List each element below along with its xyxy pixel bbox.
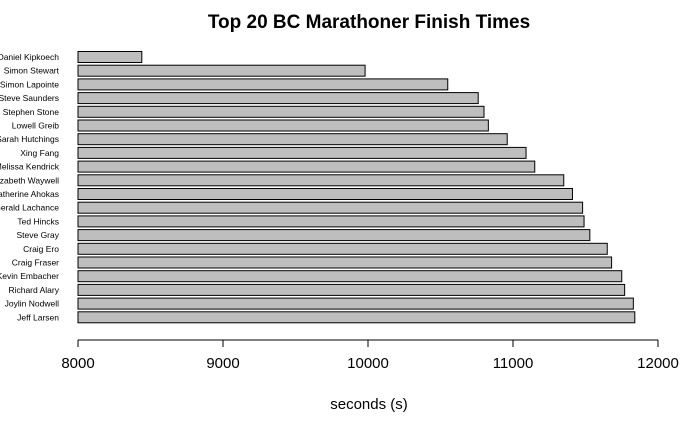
category-label: Steve Saunders <box>0 93 59 103</box>
bar-kevin-embacher <box>77 270 623 283</box>
bar-joylin-nodwell <box>77 297 634 310</box>
category-label: Jeff Larsen <box>17 312 59 322</box>
category-label: Katherine Ahokas <box>0 189 59 199</box>
category-labels: Daniel Kipkoech Simon Stewart Simon Lapoin… <box>0 52 60 322</box>
category-label: Joylin Nodwell <box>5 299 59 309</box>
category-label: Daniel Kipkoech <box>0 52 59 62</box>
bar-melissa-kendrick <box>77 160 536 173</box>
bar-richard-alary <box>77 283 626 296</box>
category-label: Elizabeth Waywell <box>0 175 59 185</box>
x-tick-label: 11000 <box>493 355 534 372</box>
category-label: Simon Stewart <box>4 66 60 76</box>
bar-stephen-stone <box>77 105 485 118</box>
bar-craig-ero <box>77 242 608 255</box>
bar-jeff-larsen <box>77 311 636 324</box>
category-label: Melissa Kendrick <box>0 162 60 172</box>
category-label: Craig Ero <box>23 244 59 254</box>
x-axis-label: seconds (s) <box>330 396 408 413</box>
bar-craig-fraser <box>77 256 613 269</box>
bar-steve-gray <box>77 229 591 242</box>
category-label: Craig Fraser <box>12 258 59 268</box>
bar-xing-fang <box>77 146 527 159</box>
category-label: Gerald Lachance <box>0 203 59 213</box>
bar-katherine-ahokas <box>77 188 573 200</box>
x-tick-label: 10000 <box>347 355 389 372</box>
category-label: Ted Hincks <box>17 216 59 226</box>
x-tick-label: 9000 <box>206 355 239 372</box>
bar-simon-stewart <box>77 64 366 77</box>
x-axis: 8000 9000 10000 11000 12000 <box>61 339 679 372</box>
bar-steve-saunders <box>77 92 479 105</box>
bar-gerald-lachance <box>77 201 584 214</box>
x-tick-label: 12000 <box>637 355 679 372</box>
bar-lowell-greib <box>77 119 489 132</box>
bars <box>77 51 636 324</box>
category-label: Sarah Hutchings <box>0 134 59 144</box>
category-label: Richard Alary <box>8 285 59 295</box>
chart-title: Top 20 BC Marathoner Finish Times <box>208 12 530 33</box>
bar-ted-hincks <box>77 215 585 228</box>
category-label: Lowell Greib <box>12 121 60 131</box>
category-label: Simon Lapointe <box>0 79 59 89</box>
category-label: Kevin Embacher <box>0 271 59 281</box>
bar-sarah-hutchings <box>77 133 508 146</box>
bar-daniel-kipkoech <box>77 51 143 63</box>
category-label: Steve Gray <box>16 230 59 240</box>
x-tick-label: 8000 <box>61 355 94 372</box>
category-label: Xing Fang <box>20 148 59 158</box>
bar-simon-lapointe <box>77 78 449 91</box>
category-label: Stephen Stone <box>3 107 60 117</box>
bar-elizabeth-waywell <box>77 174 565 187</box>
